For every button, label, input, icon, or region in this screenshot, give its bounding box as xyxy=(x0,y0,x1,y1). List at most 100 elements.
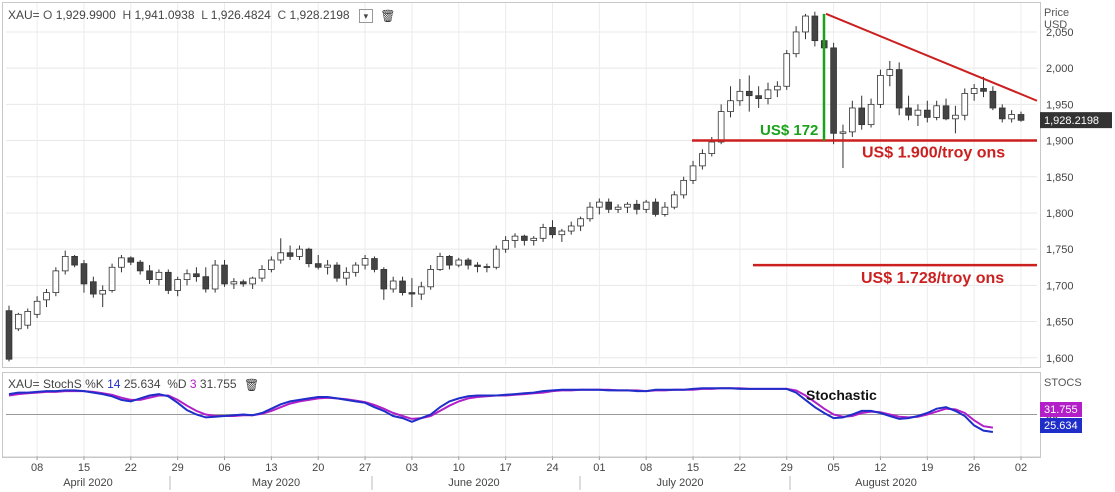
price-tick-label: 1,750 xyxy=(1046,244,1074,256)
price-tick-label: 1,700 xyxy=(1046,280,1074,292)
candle-body xyxy=(230,281,238,285)
x-tick-label: 26 xyxy=(968,462,980,474)
candle-body xyxy=(202,276,210,290)
month-label: June 2020 xyxy=(448,477,499,489)
candle-body xyxy=(343,271,350,279)
chevron-down-icon[interactable]: ▾ xyxy=(358,8,373,23)
price-chart-panel xyxy=(2,2,1041,368)
price-tick-label: 1,850 xyxy=(1046,172,1074,184)
candle-body xyxy=(839,131,847,134)
candle-body xyxy=(249,277,256,285)
candle-body xyxy=(745,90,753,97)
x-tick-label: 22 xyxy=(125,462,137,474)
candle-body xyxy=(596,201,603,208)
stoch-k-value-tag-label: 25.634 xyxy=(1044,420,1078,432)
candle-body xyxy=(699,153,706,167)
month-label: July 2020 xyxy=(656,477,703,489)
stochastic-header: XAU= StochS %K 14 25.634 %D 3 31.755 🗑 xyxy=(8,377,259,392)
candle-body xyxy=(577,218,584,227)
candle-body xyxy=(961,93,969,116)
candle-body xyxy=(558,230,566,236)
month-label: April 2020 xyxy=(63,477,113,489)
price-tick-label: 1,950 xyxy=(1046,99,1074,111)
trash-icon[interactable]: 🗑 xyxy=(380,8,396,23)
trash-icon[interactable]: 🗑 xyxy=(243,377,260,392)
candle-body xyxy=(942,105,950,120)
candle-body xyxy=(427,269,434,288)
candle-body xyxy=(624,203,631,208)
candle-body xyxy=(417,286,425,295)
candle-body xyxy=(633,203,641,210)
symbol-label: XAU= xyxy=(8,8,40,22)
x-tick-label: 29 xyxy=(781,462,793,474)
candle-body xyxy=(783,53,791,87)
stoch-k-value: 25.634 xyxy=(123,377,161,391)
price-tick-label: 1,900 xyxy=(1046,136,1074,148)
x-tick-label: 12 xyxy=(874,462,886,474)
candle-body xyxy=(136,261,144,272)
low-value: 1,926.4824 xyxy=(210,8,271,22)
high-value: 1,941.0938 xyxy=(134,8,195,22)
candle-body xyxy=(661,206,669,215)
candle-body xyxy=(811,15,819,42)
x-tick-label: 19 xyxy=(921,462,933,474)
x-tick-label: 08 xyxy=(640,462,652,474)
price-tick-label: 1,800 xyxy=(1046,208,1074,220)
low-label: L xyxy=(201,8,208,22)
candle-body xyxy=(933,105,940,118)
candle-body xyxy=(399,280,406,293)
candle-body xyxy=(858,107,866,126)
candle-body xyxy=(127,257,135,263)
stoch-d-label: %D xyxy=(167,377,187,391)
candle-body xyxy=(380,269,388,290)
candle-body xyxy=(877,75,884,105)
candle-body xyxy=(333,264,341,279)
x-tick-label: 02 xyxy=(1015,462,1027,474)
stoch-symbol: XAU= xyxy=(8,377,40,391)
candle-body xyxy=(717,111,725,143)
candle-body xyxy=(830,47,837,134)
candle-body xyxy=(952,114,959,120)
candle-body xyxy=(277,252,285,261)
candle-body xyxy=(980,88,987,92)
candle-body xyxy=(802,15,809,33)
candle-body xyxy=(905,107,912,116)
candle-body xyxy=(521,235,528,241)
last-price-badge xyxy=(1040,112,1112,129)
candle-body xyxy=(755,95,762,99)
candle-body xyxy=(446,255,453,266)
candle-body xyxy=(99,290,107,295)
stoch-name: StochS xyxy=(43,377,82,391)
candle-body xyxy=(408,292,416,295)
high-label: H xyxy=(122,8,132,22)
candle-body xyxy=(436,255,444,270)
candle-body xyxy=(90,281,97,295)
close-value: 1,928.2198 xyxy=(289,8,350,22)
price-axis-unit: USD xyxy=(1044,19,1067,31)
candle-body xyxy=(998,107,1006,120)
price-axis-title: Price xyxy=(1044,7,1069,19)
x-tick-label: 06 xyxy=(218,462,230,474)
stoch-k-period: 14 xyxy=(107,377,121,391)
candle-body xyxy=(193,273,200,278)
resistance-trendline xyxy=(825,12,1038,102)
candle-body xyxy=(680,179,687,196)
candle-body xyxy=(530,237,538,241)
candle-body xyxy=(792,31,800,55)
x-tick-label: 15 xyxy=(78,462,90,474)
candle-body xyxy=(371,258,378,270)
stoch-d-period: 3 xyxy=(189,377,197,391)
candle-body xyxy=(61,255,69,272)
candle-body xyxy=(24,311,32,326)
candle-body xyxy=(174,279,181,291)
x-tick-label: 29 xyxy=(172,462,184,474)
stoch-k-value-tag xyxy=(1040,418,1082,433)
candle-body xyxy=(118,257,125,268)
candle-body xyxy=(305,248,313,265)
candle-body xyxy=(708,141,716,154)
month-label: May 2020 xyxy=(252,477,300,489)
x-tick-label: 17 xyxy=(500,462,512,474)
price-tick-label: 2,050 xyxy=(1046,27,1074,39)
candle-body xyxy=(727,100,734,112)
